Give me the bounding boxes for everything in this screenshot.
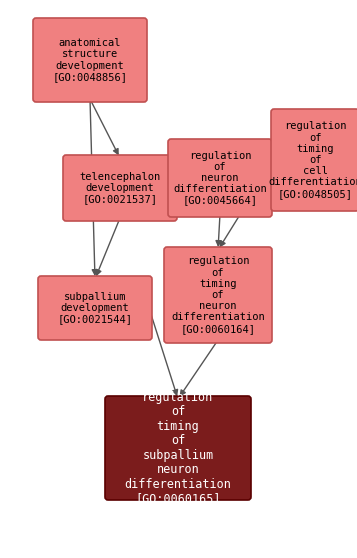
FancyBboxPatch shape (38, 276, 152, 340)
Text: anatomical
structure
development
[GO:0048856]: anatomical structure development [GO:004… (52, 38, 127, 82)
Text: subpallium
development
[GO:0021544]: subpallium development [GO:0021544] (57, 292, 132, 324)
Text: regulation
of
neuron
differentiation
[GO:0045664]: regulation of neuron differentiation [GO… (173, 151, 267, 205)
Text: regulation
of
timing
of
subpallium
neuron
differentiation
[GO:0060165]: regulation of timing of subpallium neuro… (125, 391, 231, 505)
Text: regulation
of
timing
of
neuron
differentiation
[GO:0060164]: regulation of timing of neuron different… (171, 256, 265, 334)
FancyBboxPatch shape (271, 109, 357, 211)
Text: regulation
of
timing
of
cell
differentiation
[GO:0048505]: regulation of timing of cell differentia… (268, 122, 357, 199)
FancyBboxPatch shape (105, 396, 251, 500)
FancyBboxPatch shape (164, 247, 272, 343)
FancyBboxPatch shape (33, 18, 147, 102)
FancyBboxPatch shape (63, 155, 177, 221)
FancyBboxPatch shape (168, 139, 272, 217)
Text: telencephalon
development
[GO:0021537]: telencephalon development [GO:0021537] (79, 172, 161, 204)
